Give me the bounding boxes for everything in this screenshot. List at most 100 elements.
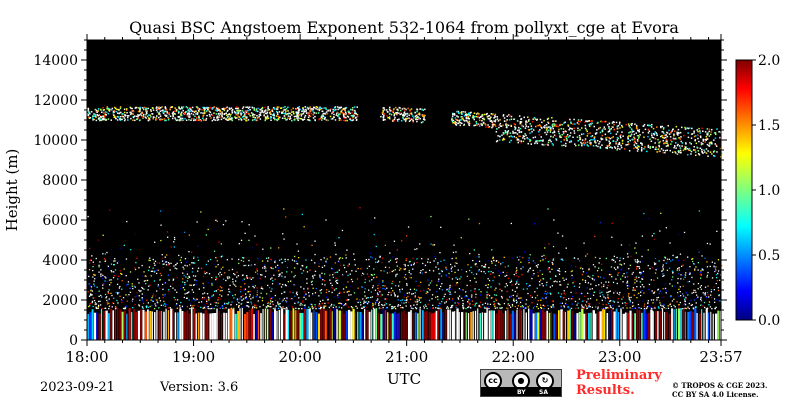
cirrus-point	[352, 119, 355, 121]
aerosol-speckle	[267, 305, 270, 307]
cirrus-point	[179, 119, 182, 121]
cirrus-point	[174, 110, 176, 112]
cirrus-point	[344, 109, 346, 111]
low-layer-stripe	[650, 309, 653, 340]
aerosol-speckle	[338, 261, 340, 263]
cirrus-point	[460, 116, 462, 118]
cirrus-point	[289, 117, 292, 119]
aerosol-speckle	[285, 300, 287, 302]
cirrus-point	[174, 113, 176, 115]
cirrus-point	[192, 113, 195, 116]
aerosol-speckle	[704, 306, 706, 309]
aerosol-speckle	[427, 293, 429, 295]
aerosol-speckle	[332, 276, 334, 278]
aerosol-speckle	[139, 299, 141, 301]
cirrus-point	[250, 112, 253, 114]
cirrus-point	[658, 145, 661, 148]
cirrus-point	[651, 136, 653, 138]
cirrus-point	[701, 151, 704, 154]
aerosol-speckle	[577, 307, 579, 309]
cirrus-point	[352, 107, 354, 109]
aerosol-speckle	[104, 259, 107, 261]
aerosol-speckle	[452, 251, 455, 254]
cirrus-point	[188, 113, 190, 115]
aerosol-speckle	[553, 281, 555, 283]
aerosol-speckle	[308, 295, 310, 297]
cirrus-point	[354, 110, 356, 113]
aerosol-speckle	[664, 256, 666, 258]
aerosol-speckle	[193, 299, 195, 301]
aerosol-speckle	[139, 290, 141, 293]
aerosol-speckle	[534, 262, 536, 264]
aerosol-speckle	[119, 270, 121, 272]
cirrus-point	[623, 148, 626, 150]
aerosol-speckle	[707, 294, 709, 296]
aerosol-speckle	[109, 284, 111, 286]
cirrus-point	[382, 118, 385, 120]
aerosol-speckle	[671, 270, 674, 272]
cirrus-point	[570, 140, 572, 142]
aerosol-speckle	[259, 282, 261, 285]
aerosol-speckle	[461, 269, 463, 271]
aerosol-speckle	[359, 301, 362, 304]
aerosol-speckle	[117, 261, 119, 263]
aerosol-speckle	[345, 303, 347, 305]
cirrus-point	[658, 141, 661, 143]
aerosol-speckle	[303, 288, 305, 290]
aerosol-speckle	[157, 269, 159, 271]
aerosol-speckle	[347, 306, 350, 308]
aerosol-speckle	[334, 288, 336, 290]
aerosol-speckle	[312, 295, 314, 297]
aerosol-speckle	[360, 274, 363, 276]
aerosol-speckle	[312, 293, 314, 295]
cirrus-point	[695, 154, 697, 156]
aerosol-speckle	[164, 303, 166, 305]
aerosol-speckle	[507, 307, 509, 309]
cirrus-point	[351, 111, 353, 114]
aerosol-speckle	[412, 257, 414, 260]
aerosol-speckle	[613, 255, 615, 257]
aerosol-speckle	[97, 300, 100, 303]
cirrus-point	[249, 114, 251, 117]
aerosol-speckle	[188, 251, 190, 253]
aerosol-speckle	[215, 302, 217, 304]
aerosol-speckle	[323, 265, 326, 267]
cirrus-point	[565, 142, 567, 145]
cirrus-point	[564, 130, 567, 132]
aerosol-speckle	[462, 305, 464, 307]
cirrus-point	[552, 123, 554, 125]
cirrus-point	[606, 145, 608, 147]
low-layer-stripe	[666, 311, 668, 340]
cirrus-point	[304, 106, 306, 108]
cirrus-point	[165, 119, 167, 122]
low-layer-stripe	[680, 308, 683, 340]
cirrus-point	[464, 111, 467, 113]
aerosol-speckle	[700, 273, 702, 275]
aerosol-speckle	[457, 297, 459, 299]
aerosol-speckle	[345, 299, 347, 301]
aerosol-speckle	[117, 293, 119, 295]
cirrus-point	[487, 126, 490, 128]
cirrus-point	[586, 135, 589, 137]
aerosol-speckle	[400, 299, 402, 302]
cirrus-point	[139, 110, 141, 113]
cirrus-point	[639, 134, 641, 136]
aerosol-speckle	[541, 273, 544, 275]
cirrus-point	[343, 112, 345, 115]
cirrus-point	[584, 142, 587, 144]
aerosol-speckle	[346, 249, 348, 251]
aerosol-speckle	[454, 302, 456, 304]
aerosol-speckle	[380, 270, 382, 272]
aerosol-speckle	[487, 302, 489, 304]
cirrus-point	[415, 118, 417, 121]
cirrus-point	[224, 108, 226, 110]
cirrus-point	[654, 131, 656, 133]
cirrus-point	[678, 131, 680, 134]
cirrus-point	[255, 109, 258, 111]
cirrus-point	[240, 114, 242, 116]
cirrus-point	[330, 108, 332, 110]
aerosol-speckle	[192, 275, 195, 277]
cirrus-point	[665, 142, 667, 144]
cirrus-point	[245, 112, 247, 115]
aerosol-speckle	[332, 274, 334, 276]
